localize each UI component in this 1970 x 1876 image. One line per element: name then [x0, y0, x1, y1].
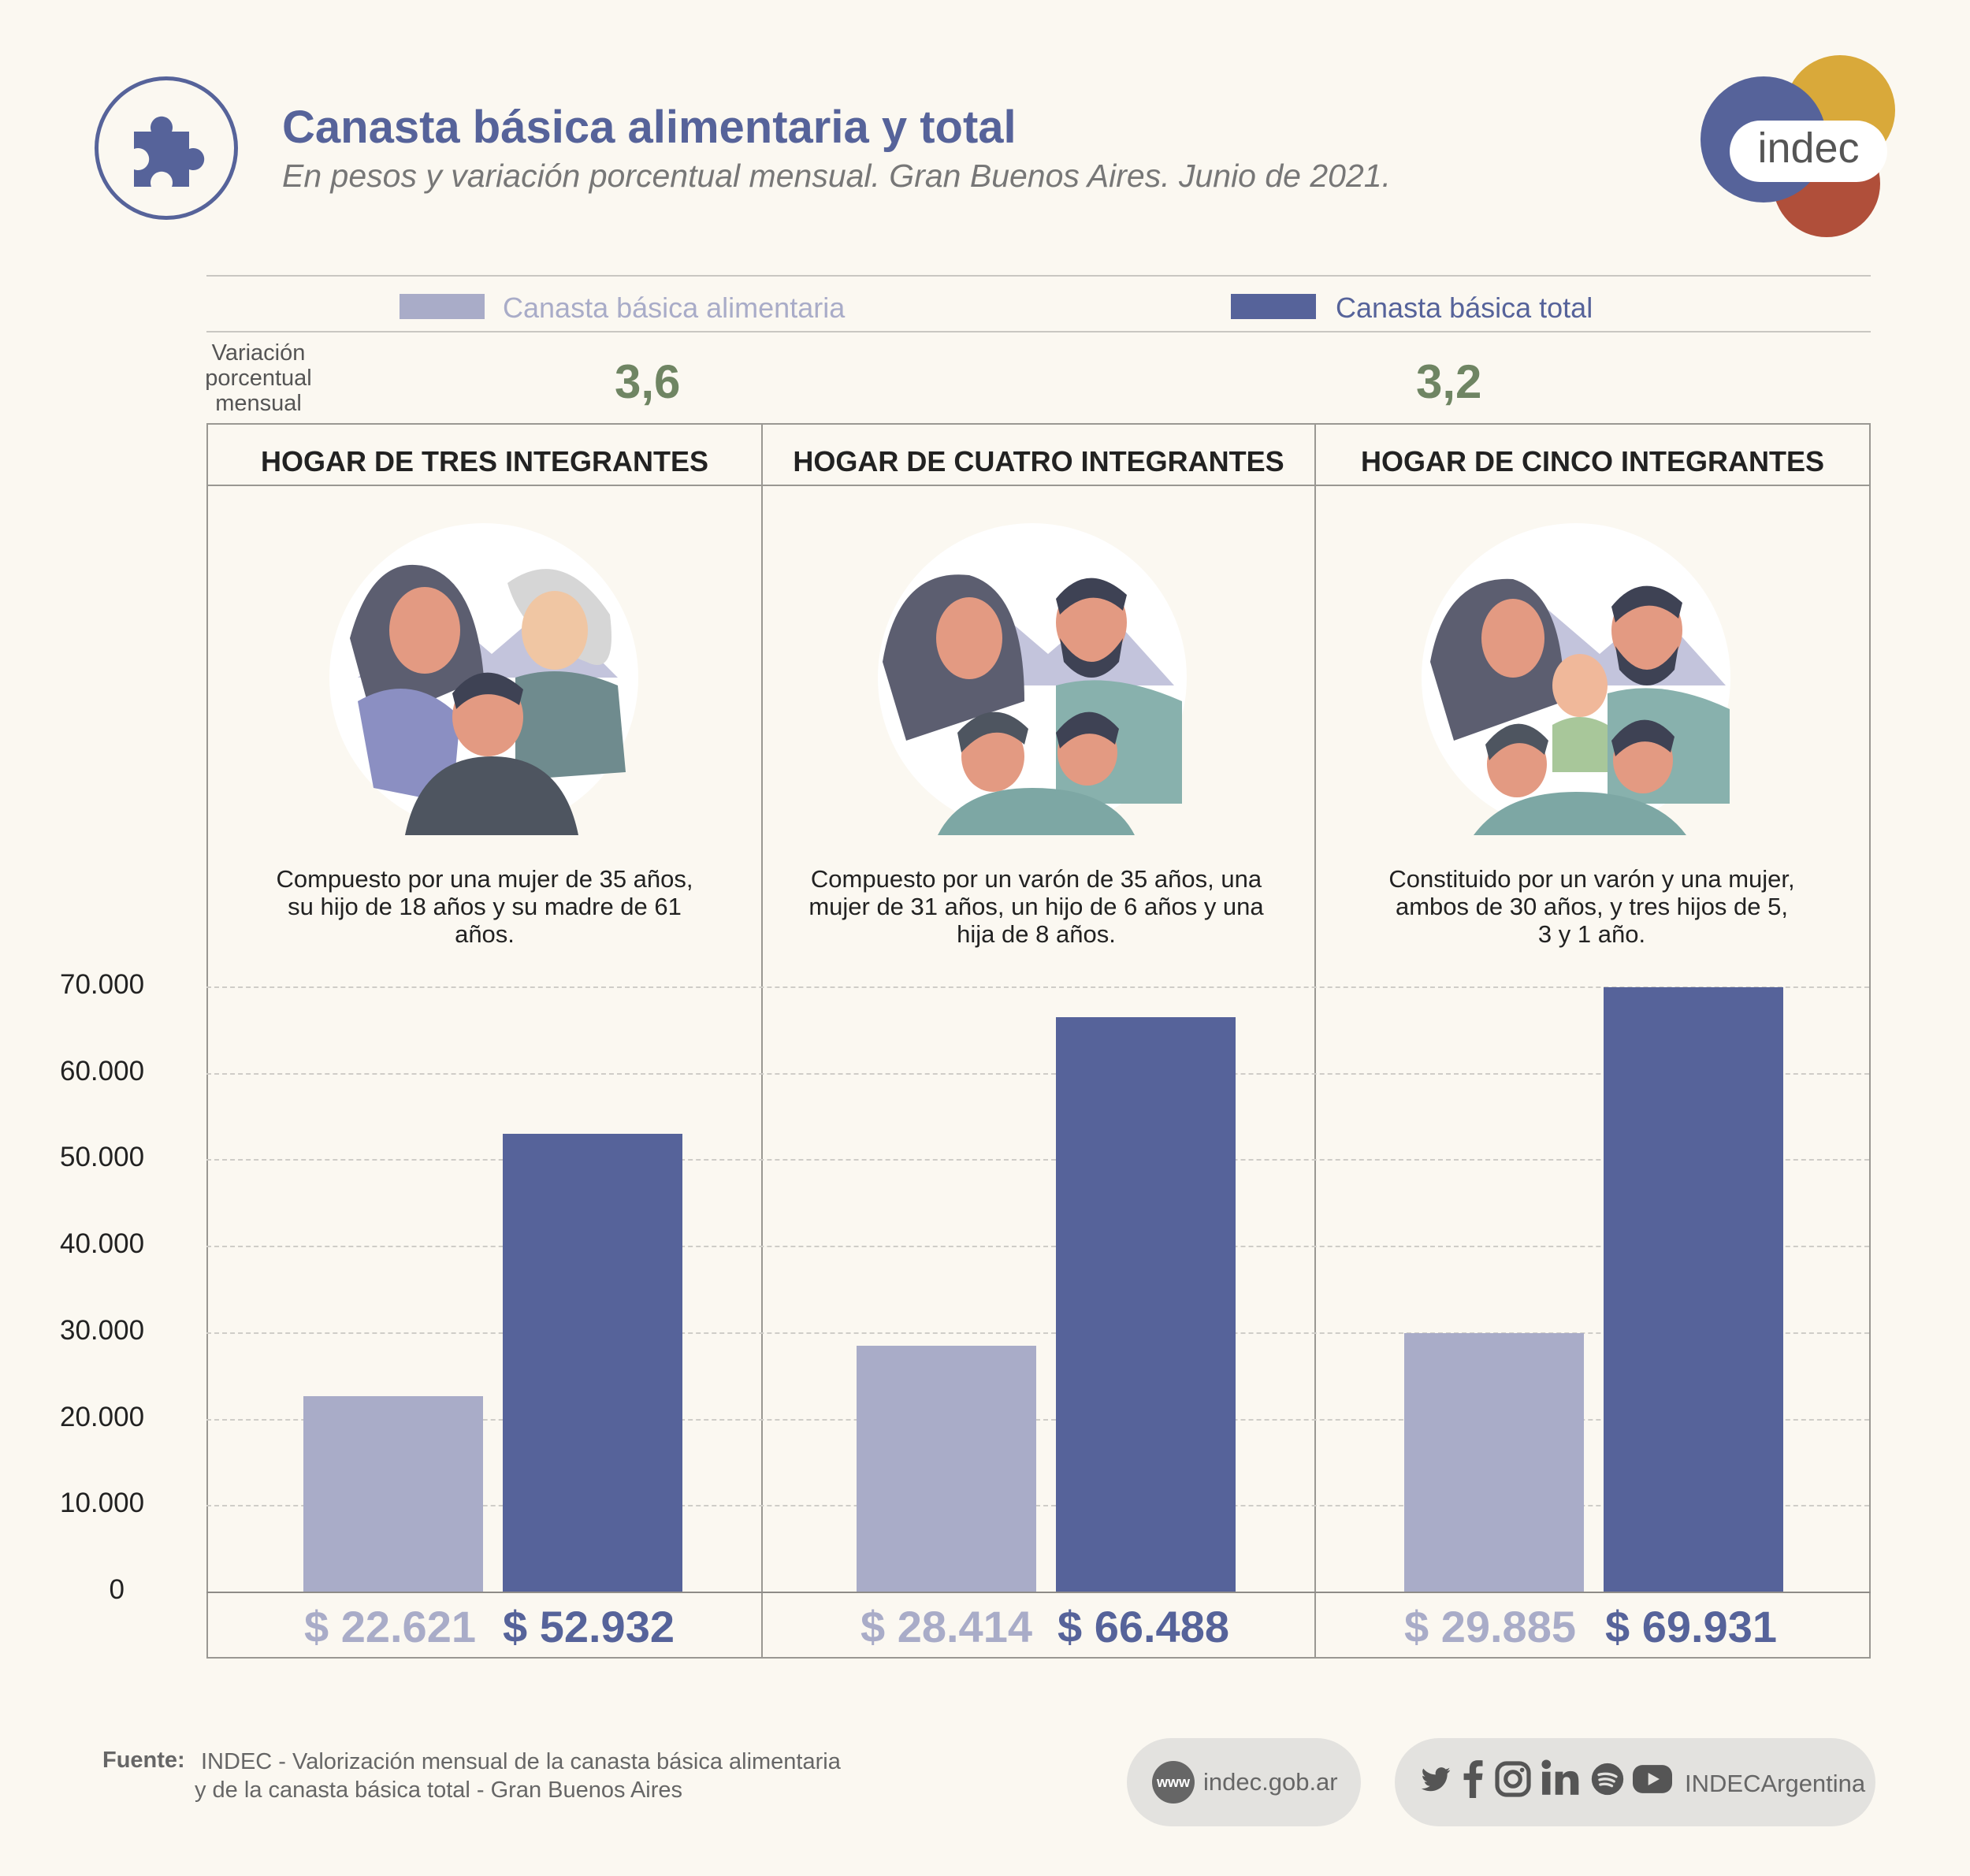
panel-title-tres: HOGAR DE TRES INTEGRANTES [260, 445, 709, 477]
panel-title-cinco: HOGAR DE CINCO INTEGRANTES [1360, 445, 1825, 477]
y-tick-label: 0 [109, 1574, 125, 1605]
bar-cba-1 [857, 1346, 1036, 1592]
source-label: Fuente: [102, 1748, 185, 1773]
bar-cbt-0 [503, 1134, 682, 1592]
puzzle-icon [134, 116, 205, 187]
y-tick-label: 40.000 [60, 1228, 145, 1260]
panel-description-cinco: Constituido por un varón y una mujer, am… [1388, 865, 1795, 948]
panel-bottom-rule [206, 1657, 1871, 1659]
bar-cbt-1 [1056, 1016, 1236, 1592]
instagram-icon[interactable] [1494, 1760, 1532, 1806]
bar-cba-2 [1404, 1333, 1584, 1592]
gridline [206, 1332, 1869, 1334]
variation-label: Variación porcentual mensual [205, 340, 312, 416]
website-link[interactable]: www indec.gob.ar [1127, 1738, 1361, 1826]
puzzle-logo [95, 76, 238, 220]
legend-swatch-cba [400, 294, 485, 319]
y-tick-label: 30.000 [60, 1314, 145, 1346]
page-title: Canasta básica alimentaria y total [282, 102, 1017, 153]
value-label-cba-tres: $ 22.621 [304, 1602, 476, 1651]
legend-top-rule [206, 275, 1871, 277]
indec-logo: indec [1686, 51, 1899, 248]
panel-divider-2 [1314, 423, 1316, 1659]
value-label-cbt-tres: $ 52.932 [503, 1602, 675, 1651]
bar-cba-0 [303, 1395, 483, 1592]
social-handle[interactable]: INDECArgentina [1685, 1770, 1866, 1797]
social-links: INDECArgentina [1395, 1738, 1875, 1826]
legend-label-cbt: Canasta básica total [1336, 292, 1593, 324]
gridline [206, 1505, 1869, 1507]
spotify-icon[interactable] [1590, 1762, 1625, 1804]
y-tick-label: 20.000 [60, 1401, 145, 1432]
legend-label-cba: Canasta básica alimentaria [503, 292, 846, 324]
source-line-1: INDEC - Valorización mensual de la canas… [201, 1749, 841, 1774]
gridline [206, 1072, 1869, 1075]
web-icon: www [1152, 1761, 1195, 1804]
variation-value-cba: 3,6 [615, 355, 681, 408]
family-illustration-tres [326, 520, 641, 835]
y-tick-label: 60.000 [60, 1055, 145, 1087]
family-illustration-cuatro [875, 520, 1190, 835]
youtube-icon[interactable] [1633, 1763, 1672, 1803]
value-label-cbt-cinco: $ 69.931 [1605, 1602, 1777, 1651]
panel-border-right [1869, 423, 1871, 1659]
x-axis-line [206, 1592, 1871, 1593]
linkedin-icon[interactable] [1541, 1759, 1580, 1806]
gridline [206, 1418, 1869, 1421]
panel-divider-1 [761, 423, 763, 1659]
bar-cbt-2 [1604, 986, 1783, 1592]
source-line-2: y de la canasta básica total - Gran Buen… [195, 1778, 683, 1803]
twitter-icon[interactable] [1418, 1762, 1453, 1804]
panel-top-rule [206, 423, 1871, 425]
page-subtitle: En pesos y variación porcentual mensual.… [282, 158, 1391, 194]
variation-value-cbt: 3,2 [1416, 355, 1482, 408]
panel-title-cuatro: HOGAR DE CUATRO INTEGRANTES [793, 445, 1284, 477]
panel-description-tres: Compuesto por una mujer de 35 años, su h… [276, 865, 693, 948]
panel-border-left [206, 423, 208, 1659]
legend-bottom-rule [206, 331, 1871, 332]
logo-text: indec [1757, 124, 1860, 172]
website-text: indec.gob.ar [1203, 1768, 1338, 1796]
panel-description-cuatro: Compuesto por un varón de 35 años, una m… [808, 865, 1264, 948]
panel-header-rule [206, 485, 1871, 486]
value-label-cba-cinco: $ 29.885 [1404, 1602, 1576, 1651]
gridline [206, 1246, 1869, 1248]
value-label-cbt-cuatro: $ 66.488 [1057, 1602, 1229, 1651]
gridline [206, 986, 1869, 988]
gridline [206, 1159, 1869, 1161]
y-tick-label: 10.000 [60, 1488, 145, 1519]
family-illustration-cinco [1418, 520, 1734, 835]
value-label-cba-cuatro: $ 28.414 [860, 1602, 1032, 1651]
source-text: INDEC - Valorización mensual de la canas… [195, 1748, 841, 1804]
y-tick-label: 50.000 [60, 1142, 145, 1173]
facebook-icon[interactable] [1461, 1759, 1485, 1806]
y-tick-label: 70.000 [60, 969, 145, 1000]
legend-swatch-cbt [1231, 294, 1316, 319]
